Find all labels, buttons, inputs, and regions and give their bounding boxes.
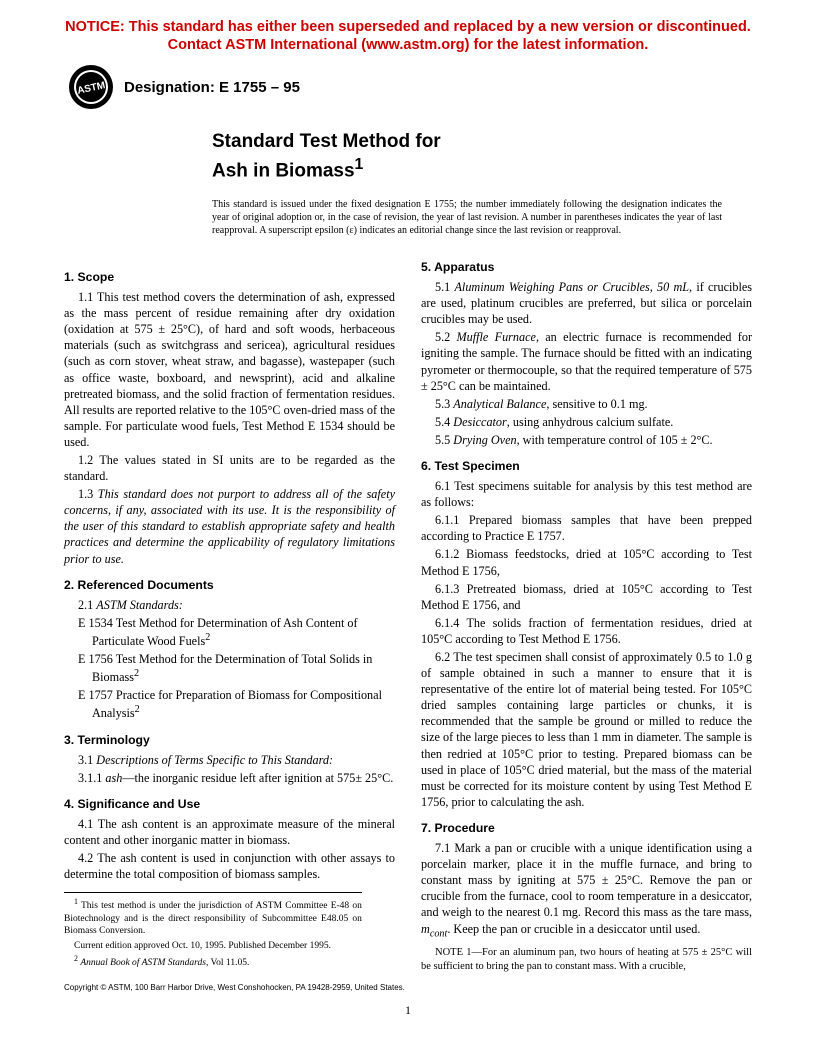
- footnote-1b: Current edition approved Oct. 10, 1995. …: [64, 940, 362, 952]
- section-head-procedure: 7. Procedure: [421, 820, 752, 836]
- designation-row: ASTM Designation: E 1755 – 95: [68, 64, 752, 110]
- title-block: Standard Test Method for Ash in Biomass1: [212, 130, 752, 184]
- para-5-3: 5.3 Analytical Balance, sensitive to 0.1…: [421, 396, 752, 412]
- footnote-2: 2 Annual Book of ASTM Standards, Vol 11.…: [64, 954, 362, 970]
- notice-banner: NOTICE: This standard has either been su…: [64, 18, 752, 54]
- para-6-2: 6.2 The test specimen shall consist of a…: [421, 649, 752, 810]
- note-1: NOTE 1—For an aluminum pan, two hours of…: [421, 946, 752, 973]
- body-columns: 1. Scope 1.1 This test method covers the…: [64, 259, 752, 982]
- para-2-1: 2.1 ASTM Standards:: [64, 597, 395, 613]
- para-3-1-1: 3.1.1 ash—the inorganic residue left aft…: [64, 770, 395, 786]
- para-1-3: 1.3 This standard does not purport to ad…: [64, 486, 395, 566]
- section-head-significance: 4. Significance and Use: [64, 796, 395, 812]
- issuance-note: This standard is issued under the fixed …: [212, 198, 722, 237]
- ref-e1756: E 1756 Test Method for the Determination…: [64, 651, 395, 685]
- designation-text: Designation: E 1755 – 95: [124, 79, 300, 96]
- para-5-5: 5.5 Drying Oven, with temperature contro…: [421, 432, 752, 448]
- page-number: 1: [0, 1003, 816, 1018]
- title-line-1: Standard Test Method for: [212, 130, 752, 155]
- notice-line-1: NOTICE: This standard has either been su…: [65, 19, 751, 35]
- para-6-1-3: 6.1.3 Pretreated biomass, dried at 105°C…: [421, 581, 752, 613]
- section-head-scope: 1. Scope: [64, 269, 395, 285]
- para-5-2: 5.2 Muffle Furnace, an electric furnace …: [421, 329, 752, 393]
- footnotes: 1 This test method is under the jurisdic…: [64, 892, 362, 969]
- page: NOTICE: This standard has either been su…: [0, 0, 816, 1056]
- ref-e1534: E 1534 Test Method for Determination of …: [64, 615, 395, 649]
- ref-e1757: E 1757 Practice for Preparation of Bioma…: [64, 687, 395, 721]
- footnote-1: 1 This test method is under the jurisdic…: [64, 897, 362, 937]
- notice-line-2: Contact ASTM International (www.astm.org…: [168, 37, 649, 53]
- para-4-1: 4.1 The ash content is an approximate me…: [64, 816, 395, 848]
- para-1-1: 1.1 This test method covers the determin…: [64, 289, 395, 450]
- para-4-2: 4.2 The ash content is used in conjuncti…: [64, 850, 395, 882]
- para-5-4: 5.4 Desiccator, using anhydrous calcium …: [421, 414, 752, 430]
- section-head-apparatus: 5. Apparatus: [421, 259, 752, 275]
- para-3-1: 3.1 Descriptions of Terms Specific to Th…: [64, 752, 395, 768]
- section-head-specimen: 6. Test Specimen: [421, 458, 752, 474]
- para-6-1-2: 6.1.2 Biomass feedstocks, dried at 105°C…: [421, 546, 752, 578]
- para-6-1: 6.1 Test specimens suitable for analysis…: [421, 478, 752, 510]
- para-6-1-4: 6.1.4 The solids fraction of fermentatio…: [421, 615, 752, 647]
- astm-logo-icon: ASTM: [68, 64, 114, 110]
- title-line-2: Ash in Biomass1: [212, 155, 752, 184]
- copyright-line: Copyright © ASTM, 100 Barr Harbor Drive,…: [64, 983, 405, 992]
- para-1-2: 1.2 The values stated in SI units are to…: [64, 452, 395, 484]
- para-7-1: 7.1 Mark a pan or crucible with a unique…: [421, 840, 752, 940]
- para-6-1-1: 6.1.1 Prepared biomass samples that have…: [421, 512, 752, 544]
- section-head-terminology: 3. Terminology: [64, 732, 395, 748]
- para-5-1: 5.1 Aluminum Weighing Pans or Crucibles,…: [421, 279, 752, 327]
- section-head-referenced: 2. Referenced Documents: [64, 577, 395, 593]
